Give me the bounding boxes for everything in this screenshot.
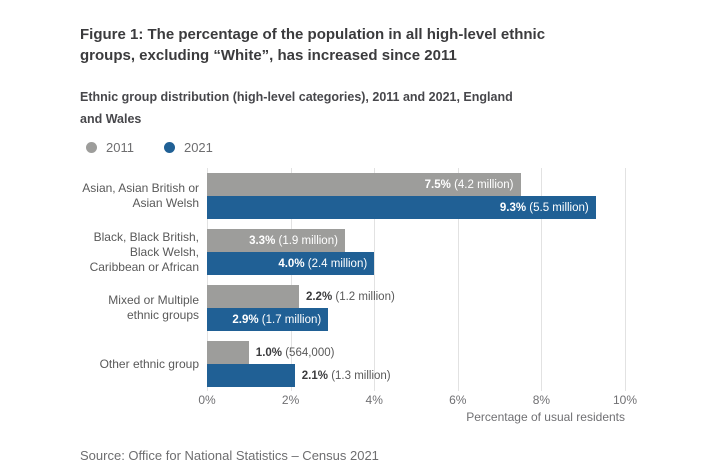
figure-subtitle-line-1: Ethnic group distribution (high-level ca… xyxy=(80,90,513,104)
bar-value-percent: 3.3% xyxy=(249,234,279,247)
legend: 2011 2021 xyxy=(80,138,720,156)
bar-value-percent: 2.9% xyxy=(232,313,262,326)
category-label: Asian, Asian British or Asian Welsh xyxy=(80,173,207,219)
bar-value-detail: (5.5 million) xyxy=(529,201,589,214)
bar-value-label: 4.0% (2.4 million) xyxy=(278,258,367,270)
category-label-line: ethnic groups xyxy=(126,308,199,322)
bar-value-percent: 2.1% xyxy=(301,369,332,382)
x-tick-2%: 2% xyxy=(281,393,300,407)
figure-title: Figure 1: The percentage of the populati… xyxy=(80,24,720,66)
bar-value-detail: (1.7 million) xyxy=(261,313,322,326)
x-tick-0%: 0% xyxy=(198,393,216,407)
bar-value-detail: (564,000) xyxy=(285,346,335,359)
bar-value-detail: (1.3 million) xyxy=(331,369,391,382)
bar-group: 7.5% (4.2 million) 9.3% (5.5 million) xyxy=(207,173,625,219)
bar-2021: 9.3% (5.5 million) xyxy=(207,196,596,219)
bar-value-detail: (1.9 million) xyxy=(278,234,338,247)
bar-value-detail: (4.2 million) xyxy=(454,178,514,191)
category-label-line: Asian Welsh xyxy=(132,196,199,210)
figure-title-line-1: Figure 1: The percentage of the populati… xyxy=(80,26,546,43)
bar-value-percent: 9.3% xyxy=(499,201,530,214)
bar-group: 2.2% (1.2 million) 2.9% (1.7 million) xyxy=(207,285,625,331)
bar-value-detail: (2.4 million) xyxy=(307,257,368,270)
x-axis-ticks: 0% 2% 4% 6% 8% 10% xyxy=(198,393,637,407)
gridline-10% xyxy=(625,168,626,391)
legend-item-2011: 2011 xyxy=(86,140,134,155)
bar-groups: 7.5% (4.2 million) 9.3% (5.5 million) 3.3%… xyxy=(207,173,625,387)
figure-title-line-2: groups, excluding “White”, has increased… xyxy=(80,47,457,64)
plot-wrap: 7.5% (4.2 million) 9.3% (5.5 million) 3.3%… xyxy=(198,168,637,424)
gridlines xyxy=(207,168,626,391)
category-label-line: Other ethnic group xyxy=(99,356,199,371)
category-label-line: Black Welsh, xyxy=(129,244,199,259)
x-axis-title: Percentage of usual residents xyxy=(466,410,625,424)
bar-2011: 1.0% (564,000) xyxy=(207,341,334,364)
bar-group: 1.0% (564,000) 2.1% (1.3 million) xyxy=(207,341,625,387)
bar-value-percent: 7.5% xyxy=(424,178,455,191)
plot-area: 7.5% (4.2 million) 9.3% (5.5 million) 3.3%… xyxy=(207,168,626,391)
x-tick-10%: 10% xyxy=(612,393,638,407)
bar-2011: 2.2% (1.2 million) xyxy=(207,285,395,308)
bar-value-label: 2.2% (1.2 million) xyxy=(306,291,395,303)
category-label: Other ethnic group xyxy=(80,341,207,387)
legend-dot-2011-icon xyxy=(86,141,97,153)
bar-value-label: 9.3% (5.5 million) xyxy=(500,202,589,214)
legend-label-2011: 2011 xyxy=(106,139,134,155)
category-label-line: Mixed or Multiple xyxy=(108,293,199,307)
gridline-2% xyxy=(290,168,292,391)
bar-2021: 2.9% (1.7 million) xyxy=(207,308,329,331)
gridline-0% xyxy=(207,168,208,391)
gridline-4% xyxy=(374,168,376,391)
bar-2021: 2.1% (1.3 million) xyxy=(207,364,391,387)
legend-dot-2021-icon xyxy=(163,141,175,153)
category-axis-labels: Asian, Asian British or Asian Welsh Black,… xyxy=(80,173,207,424)
bar-2021: 4.0% (2.4 million) xyxy=(207,252,375,275)
figure-subtitle: Ethnic group distribution (high-level ca… xyxy=(80,86,720,130)
bar-value-detail: (1.2 million) xyxy=(335,290,395,303)
category-label-line: Asian, Asian British or xyxy=(82,181,199,195)
bar-value-label: 2.1% (1.3 million) xyxy=(302,370,391,382)
bar-value-label: 1.0% (564,000) xyxy=(256,347,335,359)
legend-label-2021: 2021 xyxy=(183,139,213,155)
bar-value-label: 3.3% (1.9 million) xyxy=(249,235,338,247)
gridline-6% xyxy=(457,168,459,391)
bar-value-label: 7.5% (4.2 million) xyxy=(425,179,514,191)
category-label: Black, Black British, Black Welsh, Caribbe… xyxy=(80,229,207,275)
bar-2011: 3.3% (1.9 million) xyxy=(207,229,345,252)
figure-subtitle-line-2: and Wales xyxy=(80,112,142,126)
bar-group: 3.3% (1.9 million) 4.0% (2.4 million) xyxy=(207,229,625,275)
bar-value-label: 2.9% (1.7 million) xyxy=(232,314,321,326)
category-label-line: Black, Black British, xyxy=(93,229,199,244)
gridline-8% xyxy=(541,168,543,391)
source-note: Source: Office for National Statistics –… xyxy=(80,448,379,463)
x-tick-8%: 8% xyxy=(532,393,551,407)
bar-value-percent: 2.2% xyxy=(305,290,336,303)
x-tick-4%: 4% xyxy=(365,393,383,407)
bar-value-percent: 4.0% xyxy=(278,257,308,270)
legend-item-2021: 2021 xyxy=(163,139,213,155)
x-tick-6%: 6% xyxy=(449,393,467,407)
bar-value-percent: 1.0% xyxy=(255,346,286,359)
category-label-line: Caribbean or African xyxy=(89,259,199,274)
bar-chart: Asian, Asian British or Asian Welsh Black,… xyxy=(80,168,720,424)
category-label: Mixed or Multiple ethnic groups xyxy=(80,285,207,331)
bar-2011: 7.5% (4.2 million) xyxy=(207,173,521,196)
